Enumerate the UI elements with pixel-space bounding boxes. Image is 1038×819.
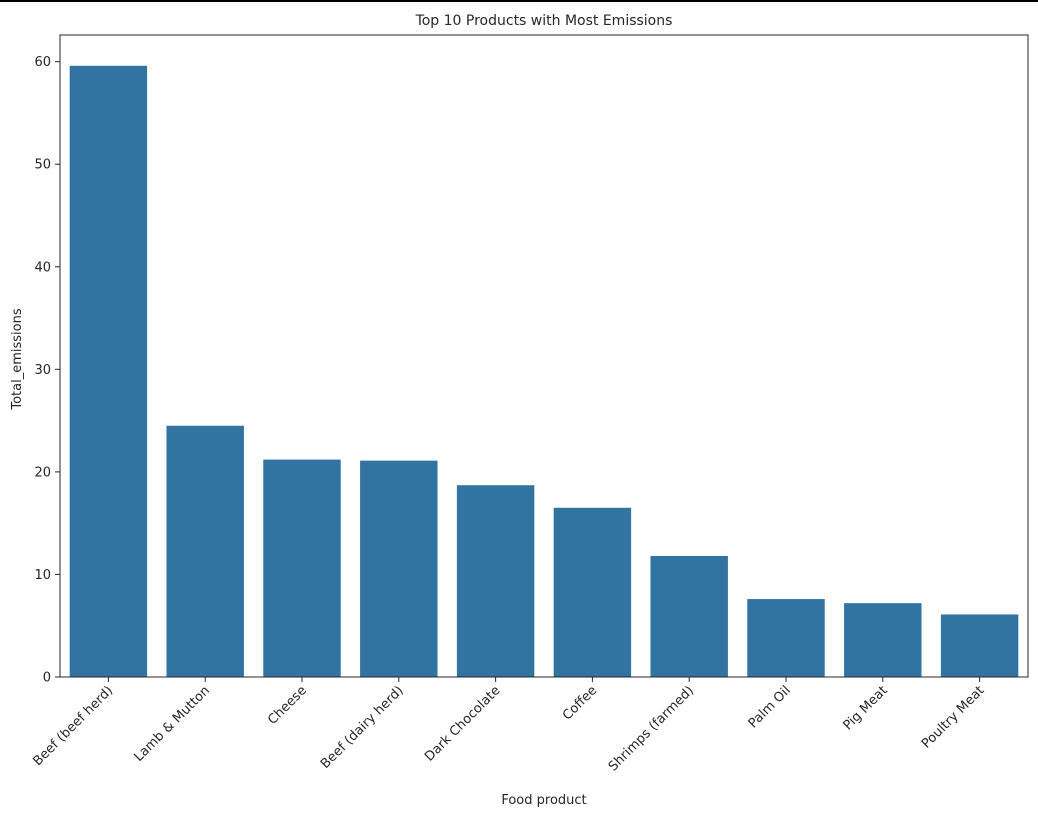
bar (650, 555, 728, 677)
x-tick-label: Coffee (560, 683, 600, 723)
plot-frame (59, 34, 1029, 678)
bar (747, 599, 825, 677)
bar (69, 65, 148, 677)
y-tick-label: 40 (34, 260, 51, 275)
y-tick-label: 10 (34, 568, 51, 583)
y-tick-label: 60 (34, 55, 51, 70)
x-tick-label: Beef (beef herd) (30, 683, 116, 769)
x-tick-label: Pig Meat (841, 683, 891, 733)
bars-layer (69, 65, 1019, 677)
top-border (0, 0, 1038, 2)
y-axis-label: Total_emissions (10, 308, 25, 410)
bar (940, 614, 1019, 677)
bar (456, 485, 535, 677)
x-tick-label: Lamb & Mutton (131, 683, 213, 765)
y-tick-label: 30 (34, 363, 51, 378)
x-tick-label: Shrimps (farmed) (606, 683, 697, 774)
x-axis-label: Food product (501, 793, 586, 808)
x-tick-label: Poultry Meat (919, 683, 987, 751)
x-tick-label: Beef (dairy herd) (318, 683, 407, 772)
bar (263, 459, 341, 677)
bar (844, 603, 922, 677)
chart-title: Top 10 Products with Most Emissions (415, 13, 673, 29)
bar (360, 460, 438, 677)
y-tick-label: 20 (34, 465, 51, 480)
y-tick-label: 0 (43, 671, 51, 686)
bar (553, 507, 632, 677)
x-tick-label: Palm Oil (746, 683, 794, 731)
bar (166, 425, 244, 677)
x-tick-label: Dark Chocolate (422, 683, 503, 764)
x-tick-label: Cheese (265, 683, 310, 728)
y-tick-label: 50 (34, 158, 51, 173)
